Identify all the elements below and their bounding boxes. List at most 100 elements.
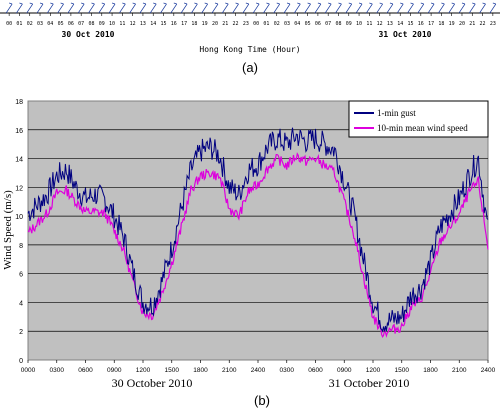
legend-label-gust: 1-min gust: [377, 108, 416, 118]
x-tick-label: 0000: [21, 367, 36, 374]
wind-barb-mark: [180, 2, 188, 14]
wind-barb-mark: [427, 2, 435, 14]
wind-barb-mark: [396, 2, 404, 14]
hour-tick-label: 12: [377, 21, 383, 27]
y-tick-label: 16: [15, 128, 23, 135]
wind-barb-mark: [191, 2, 198, 14]
series-line-10-min-mean: [27, 152, 489, 338]
hour-tick-label: 09: [99, 21, 105, 27]
hour-tick-label: 06: [315, 21, 321, 27]
x-tick-label: 1200: [366, 367, 381, 374]
hour-tick-label: 08: [335, 21, 341, 27]
caption-b: (b): [254, 393, 270, 408]
wind-barb-mark: [458, 2, 466, 14]
hour-tick-label: 08: [88, 21, 94, 27]
hour-tick-label: 01: [16, 21, 22, 27]
x-tick-label: 1800: [423, 367, 438, 374]
wind-barb-mark: [417, 2, 425, 14]
x-tick-label: 2400: [481, 367, 496, 374]
legend-box: [348, 100, 489, 138]
y-tick-label: 2: [19, 329, 23, 336]
x-tick-label: 0900: [107, 367, 122, 374]
wind-barb-mark: [407, 2, 414, 14]
hour-tick-label: 10: [356, 21, 362, 27]
wind-barb-mark: [468, 2, 476, 14]
hour-tick-label: 11: [119, 21, 125, 27]
date-label-31-oct: 31 Oct 2010: [379, 30, 432, 39]
wind-barb-panel: 00 01 02 03 04 05 06 07 08 09 10 11 12 13 14 15 16 17 18 19…: [0, 2, 500, 75]
hour-tick-label: 23: [490, 21, 496, 27]
hour-tick-label: 09: [346, 21, 352, 27]
wind-barbs: [5, 2, 497, 14]
hour-tick-label: 04: [294, 21, 300, 27]
wind-barb-mark: [57, 2, 64, 14]
wind-barb-mark: [324, 2, 332, 14]
hour-tick-label: 12: [130, 21, 136, 27]
wind-barb-mark: [376, 2, 383, 14]
wind-barb-mark: [47, 2, 54, 14]
legend: 1-min gust 10-min mean wind speed: [348, 100, 489, 138]
x-tick-label: 0600: [308, 367, 323, 374]
caption-a: (a): [242, 60, 258, 75]
y-tick-label: 8: [19, 243, 23, 250]
hour-tick-label: 01: [263, 21, 269, 27]
wind-barb-mark: [221, 2, 229, 14]
top-x-axis-label: Hong Kong Time (Hour): [199, 45, 300, 54]
wind-barb-mark: [273, 2, 281, 14]
hour-tick-label: 23: [243, 21, 249, 27]
x-tick-label: 0900: [337, 367, 352, 374]
x-tick-label: 1500: [165, 367, 180, 374]
hour-tick-label: 18: [191, 21, 197, 27]
x-tick-label: 0300: [280, 367, 295, 374]
hour-tick-label: 20: [212, 21, 218, 27]
wind-barb-mark: [345, 2, 353, 14]
hour-tick-label: 06: [68, 21, 74, 27]
x-tick-label: 1800: [193, 367, 208, 374]
hour-tick-label: 05: [58, 21, 64, 27]
hour-tick-label: 00: [6, 21, 12, 27]
y-tick-label: 18: [15, 99, 23, 106]
hour-tick-label: 16: [171, 21, 177, 27]
y-tick-labels: 0 2 4 6 8 10 12 14 16 18: [15, 99, 23, 365]
hour-tick-label: 18: [438, 21, 444, 27]
hour-tick-label: 07: [78, 21, 84, 27]
wind-barb-mark: [232, 2, 239, 14]
legend-label-mean: 10-min mean wind speed: [377, 123, 468, 133]
date-label-30-october: 30 October 2010: [112, 376, 193, 390]
date-label-30-oct: 30 Oct 2010: [62, 30, 115, 39]
wind-barb-mark: [242, 2, 250, 14]
y-tick-label: 10: [15, 214, 23, 221]
wind-barb-mark: [88, 2, 95, 14]
wind-barb-mark: [211, 2, 219, 14]
hour-tick-label: 21: [469, 21, 475, 27]
wind-barb-mark: [448, 2, 455, 14]
hour-tick-label: 19: [202, 21, 208, 27]
y-tick-label: 4: [19, 300, 23, 307]
wind-barb-mark: [129, 2, 136, 14]
wind-barb-mark: [335, 2, 342, 14]
x-tick-label: 2100: [452, 367, 467, 374]
series-line-1-min-gust: [27, 127, 489, 333]
hour-tick-label: 10: [109, 21, 115, 27]
x-tick-label: 2400: [251, 367, 266, 374]
hour-tick-label: 19: [449, 21, 455, 27]
wind-barb-mark: [355, 2, 363, 14]
hour-tick-label: 07: [325, 21, 331, 27]
wind-barb-mark: [304, 2, 311, 14]
y-axis-label: Wind Speed (m/s): [2, 190, 14, 270]
hour-tick-label: 15: [161, 21, 167, 27]
y-tick-label: 14: [15, 157, 23, 164]
hour-tick-label: 17: [428, 21, 434, 27]
wind-barb-mark: [314, 2, 322, 14]
wind-barb-mark: [252, 2, 260, 14]
hour-tick-label: 04: [47, 21, 53, 27]
hour-tick-label: 05: [305, 21, 311, 27]
wind-barb-mark: [366, 2, 373, 14]
x-tick-label: 1500: [395, 367, 410, 374]
wind-barb-mark: [149, 2, 157, 14]
wind-barb-mark: [119, 2, 126, 14]
wind-barb-mark: [77, 2, 85, 14]
wind-barb-mark: [489, 2, 497, 14]
hour-tick-label: 02: [274, 21, 280, 27]
